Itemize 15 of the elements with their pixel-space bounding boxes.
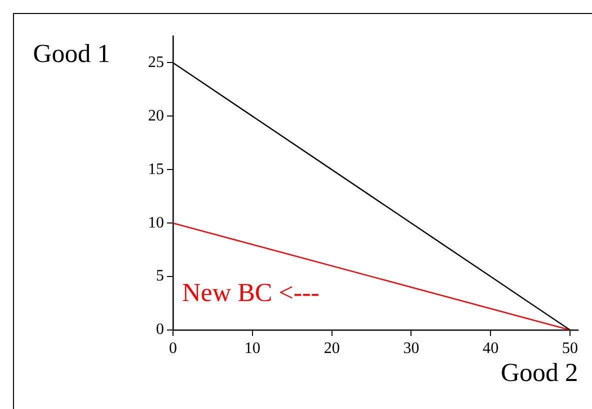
- y-tick-label: 25: [148, 54, 164, 71]
- x-tick-label: 30: [403, 340, 420, 357]
- y-tick-label: 0: [156, 321, 164, 338]
- y-tick-label: 20: [148, 107, 164, 124]
- y-tick-label: 15: [148, 160, 164, 178]
- x-axis-title: Good 2: [500, 358, 578, 387]
- x-tick-label: 40: [482, 340, 499, 357]
- annotation: New BC <---: [182, 278, 320, 307]
- y-axis-title: Good 1: [33, 38, 110, 68]
- x-tick-label: 0: [169, 340, 177, 357]
- x-tick-label: 10: [244, 340, 260, 357]
- x-tick-label: 20: [324, 340, 340, 357]
- x-tick-label: 50: [562, 340, 578, 357]
- y-tick-label: 5: [156, 268, 164, 285]
- y-tick-label: 10: [148, 214, 164, 232]
